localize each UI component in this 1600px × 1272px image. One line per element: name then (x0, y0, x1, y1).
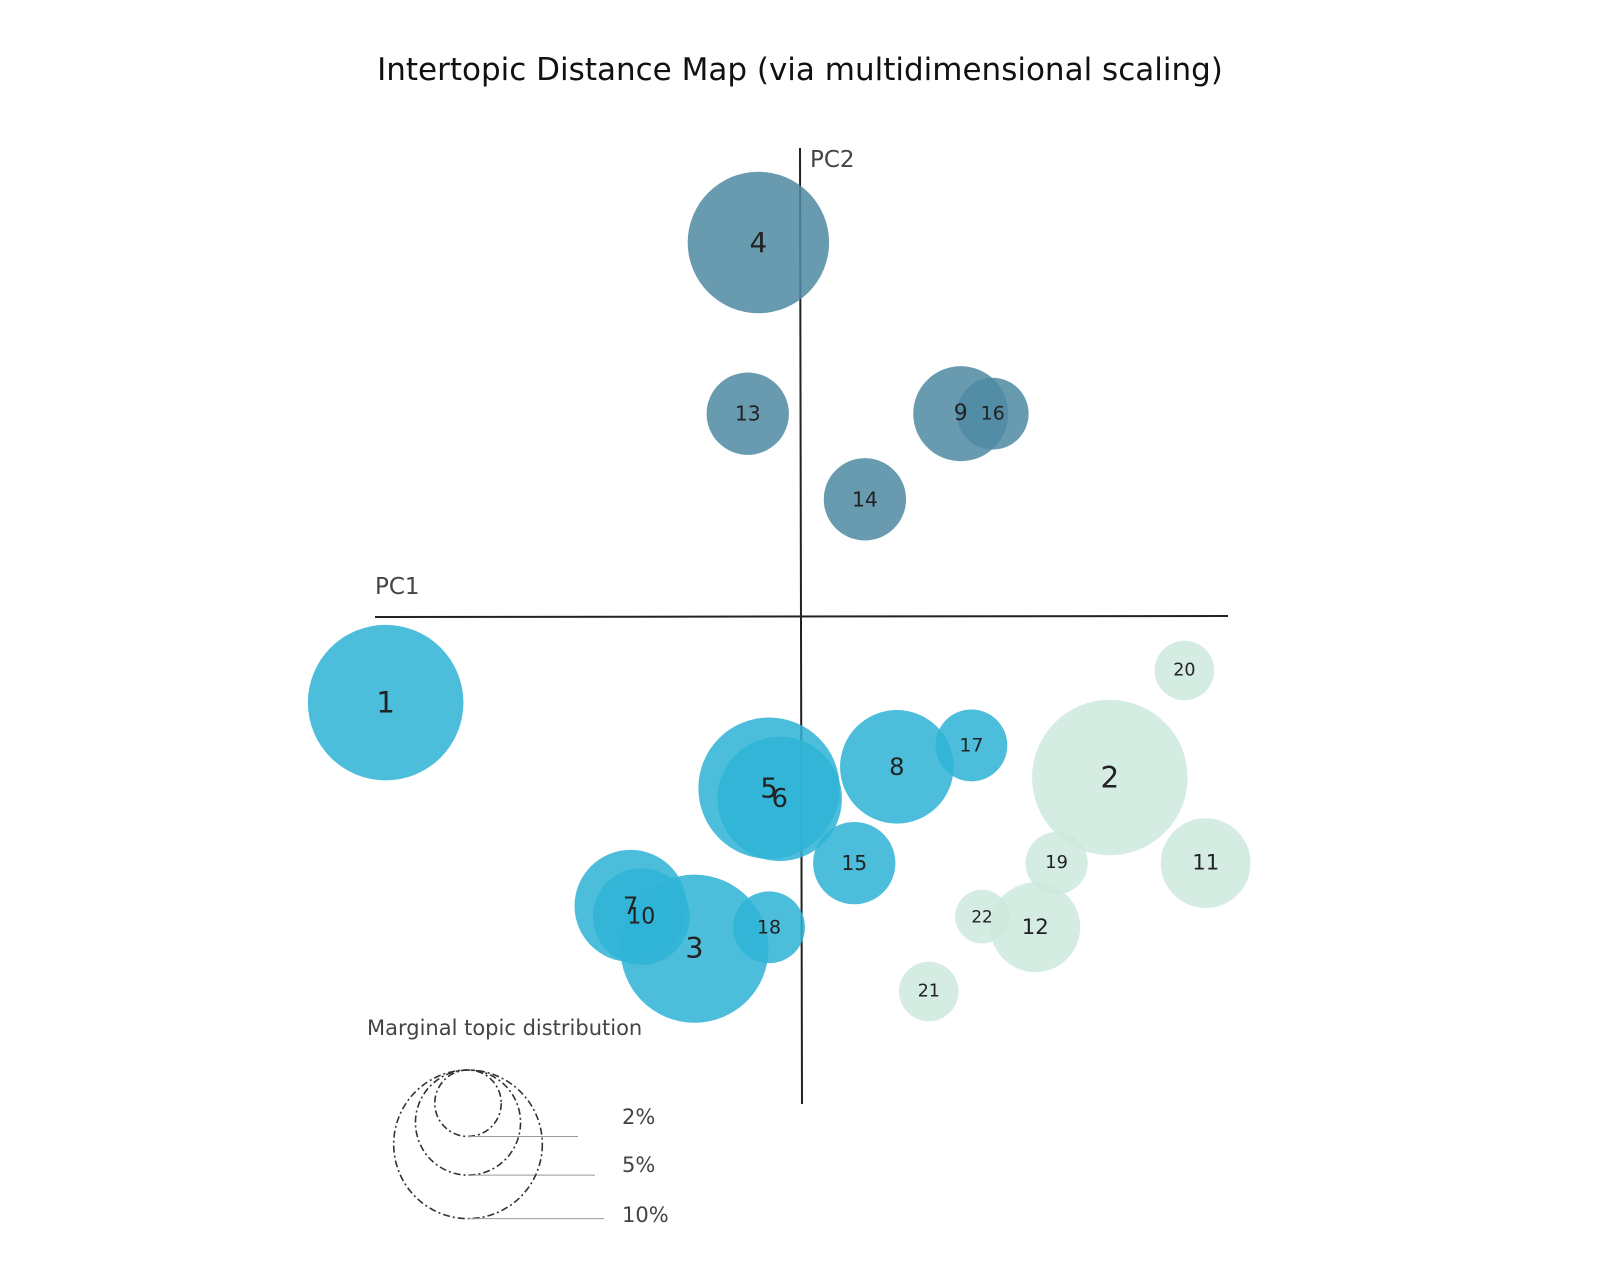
topic-bubble-21[interactable] (899, 961, 959, 1022)
topic-label-17: 17 (959, 734, 983, 756)
pc2-axis-label: PC2 (810, 147, 855, 173)
topic-bubble-18[interactable] (733, 891, 805, 964)
topic-label-4: 4 (750, 226, 768, 259)
topic-label-15: 15 (841, 851, 867, 875)
topic-label-2: 2 (1100, 761, 1119, 795)
legend-circle-10 (392, 1069, 544, 1220)
topic-label-18: 18 (757, 916, 781, 938)
chart-title: Intertopic Distance Map (via multidimens… (377, 52, 1223, 88)
topic-label-5: 5 (760, 772, 778, 805)
pc1-axis-label: PC1 (375, 574, 420, 600)
topic-bubble-15[interactable] (813, 821, 896, 905)
legend-label-5: 5% (622, 1153, 655, 1177)
topic-bubble-6[interactable] (717, 736, 842, 862)
axes: PC1 PC2 (374, 147, 1229, 1105)
topic-label-3: 3 (685, 932, 703, 965)
topic-bubble-22[interactable] (955, 889, 1009, 944)
topic-label-7: 7 (623, 892, 638, 920)
topic-bubble-17[interactable] (935, 709, 1008, 782)
topic-label-11: 11 (1192, 851, 1219, 876)
size-legend: Marginal topic distribution 2% 5% 10% (367, 1016, 669, 1227)
topic-label-19: 19 (1045, 853, 1068, 873)
topic-label-6: 6 (772, 784, 788, 814)
topic-label-16: 16 (981, 403, 1005, 425)
legend-label-10: 10% (622, 1203, 669, 1227)
topic-bubble-16[interactable] (956, 377, 1029, 450)
topic-bubble-1[interactable] (307, 624, 464, 781)
topic-label-13: 13 (735, 402, 761, 426)
topic-bubble-2[interactable] (1032, 699, 1188, 856)
topic-label-10: 10 (627, 904, 655, 930)
topic-bubble-11[interactable] (1160, 818, 1251, 909)
topic-bubble-10[interactable] (592, 868, 690, 965)
topic-bubble-19[interactable] (1025, 831, 1088, 895)
legend-label-2: 2% (622, 1105, 655, 1129)
legend-title: Marginal topic distribution (367, 1016, 642, 1040)
topic-bubble-13[interactable] (706, 372, 789, 455)
topic-label-8: 8 (889, 753, 904, 781)
topic-label-14: 14 (852, 487, 878, 511)
topic-bubble-20[interactable] (1154, 640, 1215, 701)
topic-label-1: 1 (376, 686, 395, 720)
topic-bubble-14[interactable] (823, 458, 907, 541)
legend-circle-5 (414, 1069, 522, 1176)
legend-circle-2 (433, 1069, 503, 1138)
pc2-axis-line (799, 147, 803, 1105)
topic-bubble-4[interactable] (687, 171, 830, 314)
topic-label-22: 22 (971, 907, 992, 927)
topic-label-9: 9 (954, 401, 968, 426)
topic-label-12: 12 (1022, 915, 1049, 940)
topic-bubble-12[interactable] (990, 882, 1081, 973)
topic-label-20: 20 (1173, 661, 1195, 681)
topic-bubble-8[interactable] (840, 710, 954, 824)
topic-label-21: 21 (918, 982, 940, 1002)
